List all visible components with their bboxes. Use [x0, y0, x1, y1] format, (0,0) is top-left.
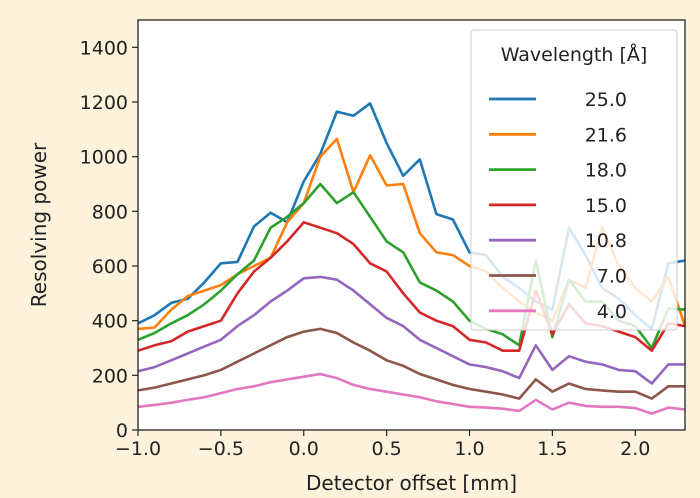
x-axis-label: Detector offset [mm] — [306, 471, 517, 495]
x-tick-label: −1.0 — [115, 438, 161, 460]
y-tick-label: 0 — [116, 420, 128, 442]
y-tick-label: 600 — [92, 256, 128, 278]
series-line-5 — [137, 327, 685, 400]
series-line-6 — [137, 372, 686, 415]
legend-label-6: 4.0 — [597, 301, 627, 323]
y-tick-label: 800 — [92, 201, 128, 223]
y-tick-label: 1200 — [80, 92, 128, 114]
legend-label-3: 15.0 — [585, 195, 627, 217]
x-tick-label: 0.0 — [289, 438, 319, 460]
legend-items: 25.0 21.6 18.0 15.0 10.8 7.0 4.0 — [489, 89, 627, 323]
legend-box — [470, 29, 678, 331]
plot-frame — [137, 19, 686, 431]
series-line-4 — [137, 275, 685, 385]
x-tick-label: 1.0 — [454, 438, 484, 460]
y-tick-label: 1000 — [80, 147, 128, 169]
legend-label-1: 21.6 — [585, 124, 627, 146]
x-tick-label: 1.5 — [537, 438, 567, 460]
y-tick-label: 200 — [92, 365, 128, 387]
y-axis-label: Resolving power — [27, 142, 51, 307]
legend-label-4: 10.8 — [585, 230, 627, 252]
y-tick-label: 400 — [92, 311, 128, 333]
legend-label-2: 18.0 — [585, 160, 627, 182]
x-tick-label: −0.5 — [198, 438, 244, 460]
y-axis: 0 200 400 600 800 1000 1200 1400 — [80, 37, 138, 442]
legend-label-5: 7.0 — [597, 266, 627, 288]
x-tick-label: 2.0 — [620, 438, 650, 460]
x-axis: −1.0 −0.5 0.0 0.5 1.0 1.5 2.0 — [115, 430, 650, 460]
legend-label-0: 25.0 — [585, 89, 627, 111]
legend-title: Wavelength [Å] — [501, 43, 648, 66]
series-layer — [137, 102, 687, 415]
legend: Wavelength [Å] 25.0 21.6 18.0 15.0 10.8 7.0 4.… — [470, 29, 678, 331]
x-tick-label: 0.5 — [372, 438, 402, 460]
y-tick-label: 1400 — [80, 37, 128, 59]
